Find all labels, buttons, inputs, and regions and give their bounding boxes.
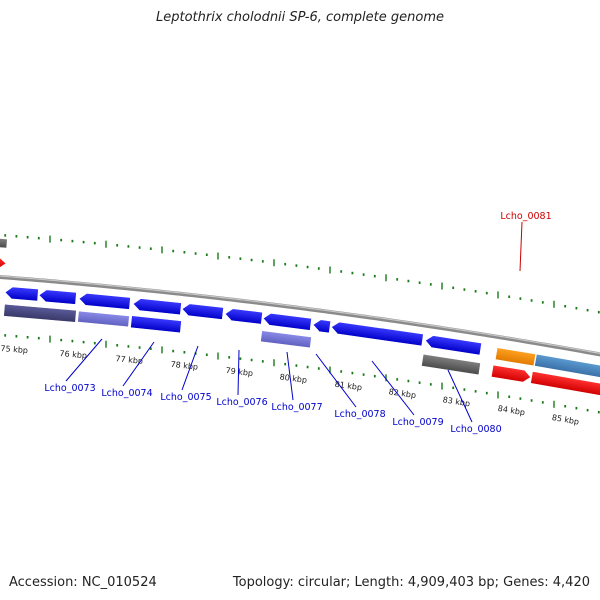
genome-backbone (0, 274, 600, 357)
cds-arrow-10 (424, 335, 482, 356)
feature-grey-bar (421, 353, 481, 376)
kbp-label: 79 kbp (225, 366, 253, 378)
outer-tick-track (4, 234, 600, 314)
gene-leader-line (181, 345, 199, 391)
kbp-label-layer: 75 kbp 76 kbp 77 kbp 78 kbp 79 kbp 80 kbp 81 k… (0, 344, 580, 427)
gene-label: Lcho_0080 (450, 424, 501, 435)
gene-leader-line (447, 369, 473, 423)
inner-tick-track (4, 334, 600, 414)
gene-leader-line (286, 351, 294, 401)
gene-leader-line (315, 353, 357, 408)
feature-stub-grey (0, 237, 8, 249)
cds-arrow-6 (224, 308, 263, 325)
cds-arrow-5 (181, 303, 224, 320)
feature-lilac-1 (77, 310, 130, 328)
feature-orange (494, 347, 537, 367)
cds-arrow-1 (4, 286, 39, 302)
feature-stub-red (0, 256, 7, 269)
cds-arrow-4 (132, 298, 182, 316)
cds-arrow-3 (78, 293, 131, 310)
feature-steelblue (534, 353, 600, 379)
gene-leader-line (122, 341, 155, 387)
gene-label: Lcho_0078 (334, 409, 385, 420)
gene-leader-line (65, 338, 103, 382)
gene-label: Lcho_0079 (392, 417, 443, 428)
gene-leader-line (237, 349, 240, 396)
kbp-label: 75 kbp (0, 344, 28, 355)
topology-summary-text: Topology: circular; Length: 4,909,403 bp… (232, 575, 590, 590)
kbp-label: 82 kbp (388, 387, 417, 400)
accession-text: Accession: NC_010524 (9, 575, 157, 590)
cds-arrow-7 (262, 312, 312, 331)
gene-leader-line (519, 221, 523, 272)
feature-red-bar (530, 371, 600, 397)
feature-lilac-2 (260, 330, 312, 349)
genome-backbone-highlight (0, 275, 600, 355)
kbp-label: 77 kbp (115, 354, 143, 366)
gene-label: Lcho_0075 (160, 392, 211, 403)
kbp-label: 80 kbp (279, 372, 307, 384)
genome-title: Leptothrix cholodnii SP-6, complete geno… (156, 10, 444, 25)
kbp-label: 76 kbp (59, 349, 87, 360)
gene-label: Lcho_0073 (44, 383, 95, 394)
gene-label-layer: Lcho_0073 Lcho_0074 Lcho_0075 Lcho_0076 Lcho… (44, 211, 551, 435)
gene-label: Lcho_0074 (101, 388, 152, 399)
gene-label: Lcho_0081 (500, 211, 551, 222)
feature-red-arrow (490, 364, 532, 383)
kbp-label: 83 kbp (442, 395, 471, 408)
cds-arrow-8 (312, 319, 332, 334)
gene-leader-line (371, 360, 415, 416)
kbp-label: 81 kbp (334, 380, 362, 393)
cds-arrow-9 (331, 321, 424, 347)
kbp-label: 85 kbp (551, 413, 580, 427)
feature-slate (3, 303, 77, 323)
gene-label: Lcho_0076 (216, 397, 267, 408)
kbp-label: 84 kbp (497, 404, 526, 417)
feature-blue-bar (130, 315, 182, 334)
kbp-label: 78 kbp (170, 360, 198, 372)
gene-label: Lcho_0077 (271, 402, 322, 413)
cds-arrow-2 (38, 289, 77, 305)
